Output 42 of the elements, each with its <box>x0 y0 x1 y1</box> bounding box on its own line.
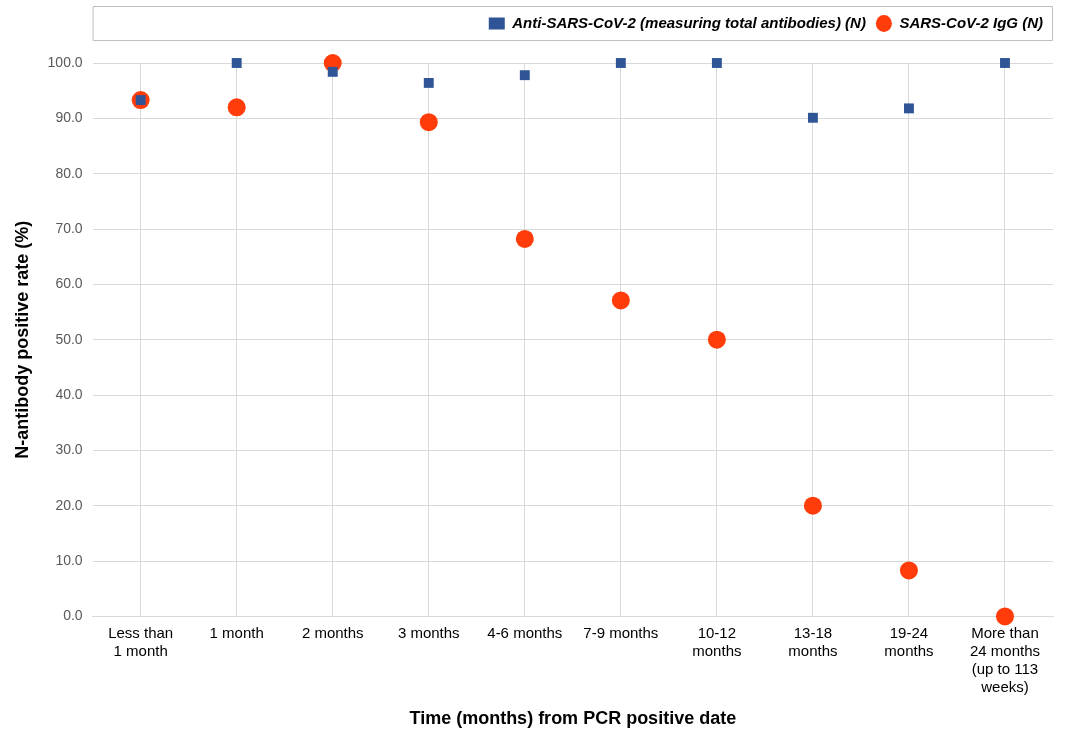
point <box>519 70 530 81</box>
x-axis-title: Time (months) from PCR positive date <box>409 708 737 729</box>
y-tick-label: 50.0 <box>55 330 83 347</box>
x-tick-label: 7-9 months <box>583 623 659 641</box>
point <box>327 66 338 77</box>
y-tick-label: 20.0 <box>55 496 83 513</box>
x-tick-label: 3 months <box>397 623 460 641</box>
legend-label: SARS-CoV-2 IgG (N) <box>899 13 1043 31</box>
point <box>611 291 630 310</box>
x-tick-label: 10-12 months <box>692 623 742 659</box>
point <box>515 229 534 248</box>
x-tick-label: More than 24 months (up to 113 weeks) <box>969 623 1041 695</box>
y-tick-label: 70.0 <box>55 219 83 236</box>
y-axis-title: N-antibody positive rate (%) <box>11 220 32 459</box>
point <box>419 113 438 132</box>
y-tick-label: 40.0 <box>55 385 83 402</box>
point <box>904 103 914 114</box>
point <box>807 112 818 123</box>
point <box>899 561 918 580</box>
point <box>1000 58 1010 68</box>
y-tick-label: 60.0 <box>55 275 83 292</box>
point <box>711 58 722 68</box>
x-tick-label: Less than 1 month <box>108 623 174 659</box>
y-tick-label: 0.0 <box>63 607 83 624</box>
x-tick-label: 4-6 months <box>487 623 563 641</box>
y-tick-label: 100.0 <box>47 53 83 70</box>
legend-label: Anti-SARS-CoV-2 (measuring total antibodies) (N) <box>511 13 866 31</box>
point <box>995 607 1014 626</box>
y-tick-label: 80.0 <box>55 164 83 181</box>
x-tick-label: 13-18 months <box>788 623 838 659</box>
x-tick-label: 2 months <box>301 623 364 641</box>
point <box>707 330 726 349</box>
point <box>423 77 434 88</box>
y-tick-label: 30.0 <box>55 441 83 458</box>
point <box>803 496 822 515</box>
point <box>615 58 626 68</box>
point <box>231 58 242 68</box>
x-tick-label: 19-24 months <box>884 623 934 659</box>
y-tick-label: 90.0 <box>55 109 83 126</box>
y-tick-label: 10.0 <box>55 551 83 568</box>
point <box>227 98 246 117</box>
x-tick-label: 1 month <box>209 623 264 641</box>
